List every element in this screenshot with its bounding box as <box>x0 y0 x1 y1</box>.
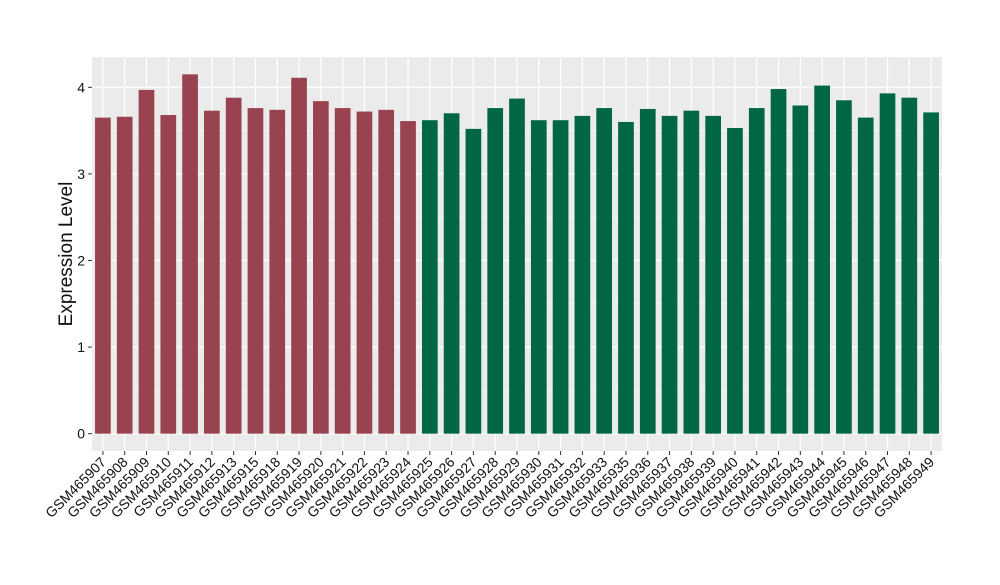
bar-GSM465919 <box>291 77 307 434</box>
y-axis-label: Expression Level <box>56 182 77 327</box>
bar-GSM465926 <box>443 113 460 434</box>
x-axis: GSM465907GSM465908GSM465909GSM465910GSM4… <box>42 451 937 521</box>
bar-GSM465911 <box>182 74 198 434</box>
bar-GSM465939 <box>705 115 721 434</box>
bar-GSM465930 <box>530 120 547 434</box>
bar-GSM465936 <box>639 108 656 434</box>
bar-GSM465907 <box>95 117 111 434</box>
bar-GSM465925 <box>421 120 438 434</box>
bar-GSM465948 <box>901 97 918 434</box>
y-axis: 0 1 2 3 4 <box>77 79 92 442</box>
bar-GSM465937 <box>661 115 678 434</box>
bar-GSM465923 <box>378 109 395 434</box>
bar-GSM465940 <box>727 128 743 434</box>
bar-GSM465922 <box>356 111 373 434</box>
bar-GSM465932 <box>574 115 591 434</box>
bar-GSM465938 <box>683 110 700 434</box>
bar-GSM465944 <box>814 85 830 434</box>
bars <box>95 74 939 434</box>
bar-GSM465927 <box>465 128 482 434</box>
bar-GSM465945 <box>836 100 852 434</box>
bar-GSM465920 <box>313 101 329 434</box>
y-tick-label: 2 <box>77 252 85 268</box>
bar-GSM465941 <box>748 108 765 434</box>
bar-GSM465921 <box>334 108 351 434</box>
bar-GSM465912 <box>204 110 220 434</box>
bar-GSM465942 <box>770 89 787 434</box>
bar-GSM465931 <box>552 120 569 434</box>
bar-GSM465918 <box>269 109 286 434</box>
y-tick-label: 1 <box>77 339 85 355</box>
bar-GSM465915 <box>247 108 264 434</box>
bar-GSM465929 <box>509 98 525 434</box>
bar-GSM465928 <box>487 108 504 434</box>
bar-GSM465949 <box>923 112 939 434</box>
bar-GSM465947 <box>879 93 896 434</box>
bar-GSM465933 <box>596 108 613 434</box>
y-tick-label: 4 <box>77 79 85 95</box>
y-tick-label: 0 <box>77 426 85 442</box>
bar-GSM465924 <box>400 121 416 434</box>
bar-GSM465935 <box>618 121 634 434</box>
y-tick-label: 3 <box>77 166 85 182</box>
bar-GSM465909 <box>138 89 155 434</box>
bar-GSM465946 <box>857 117 874 434</box>
bar-GSM465913 <box>225 97 242 434</box>
bar-GSM465910 <box>160 115 177 434</box>
bar-GSM465908 <box>116 116 133 434</box>
bar-GSM465943 <box>792 105 809 434</box>
